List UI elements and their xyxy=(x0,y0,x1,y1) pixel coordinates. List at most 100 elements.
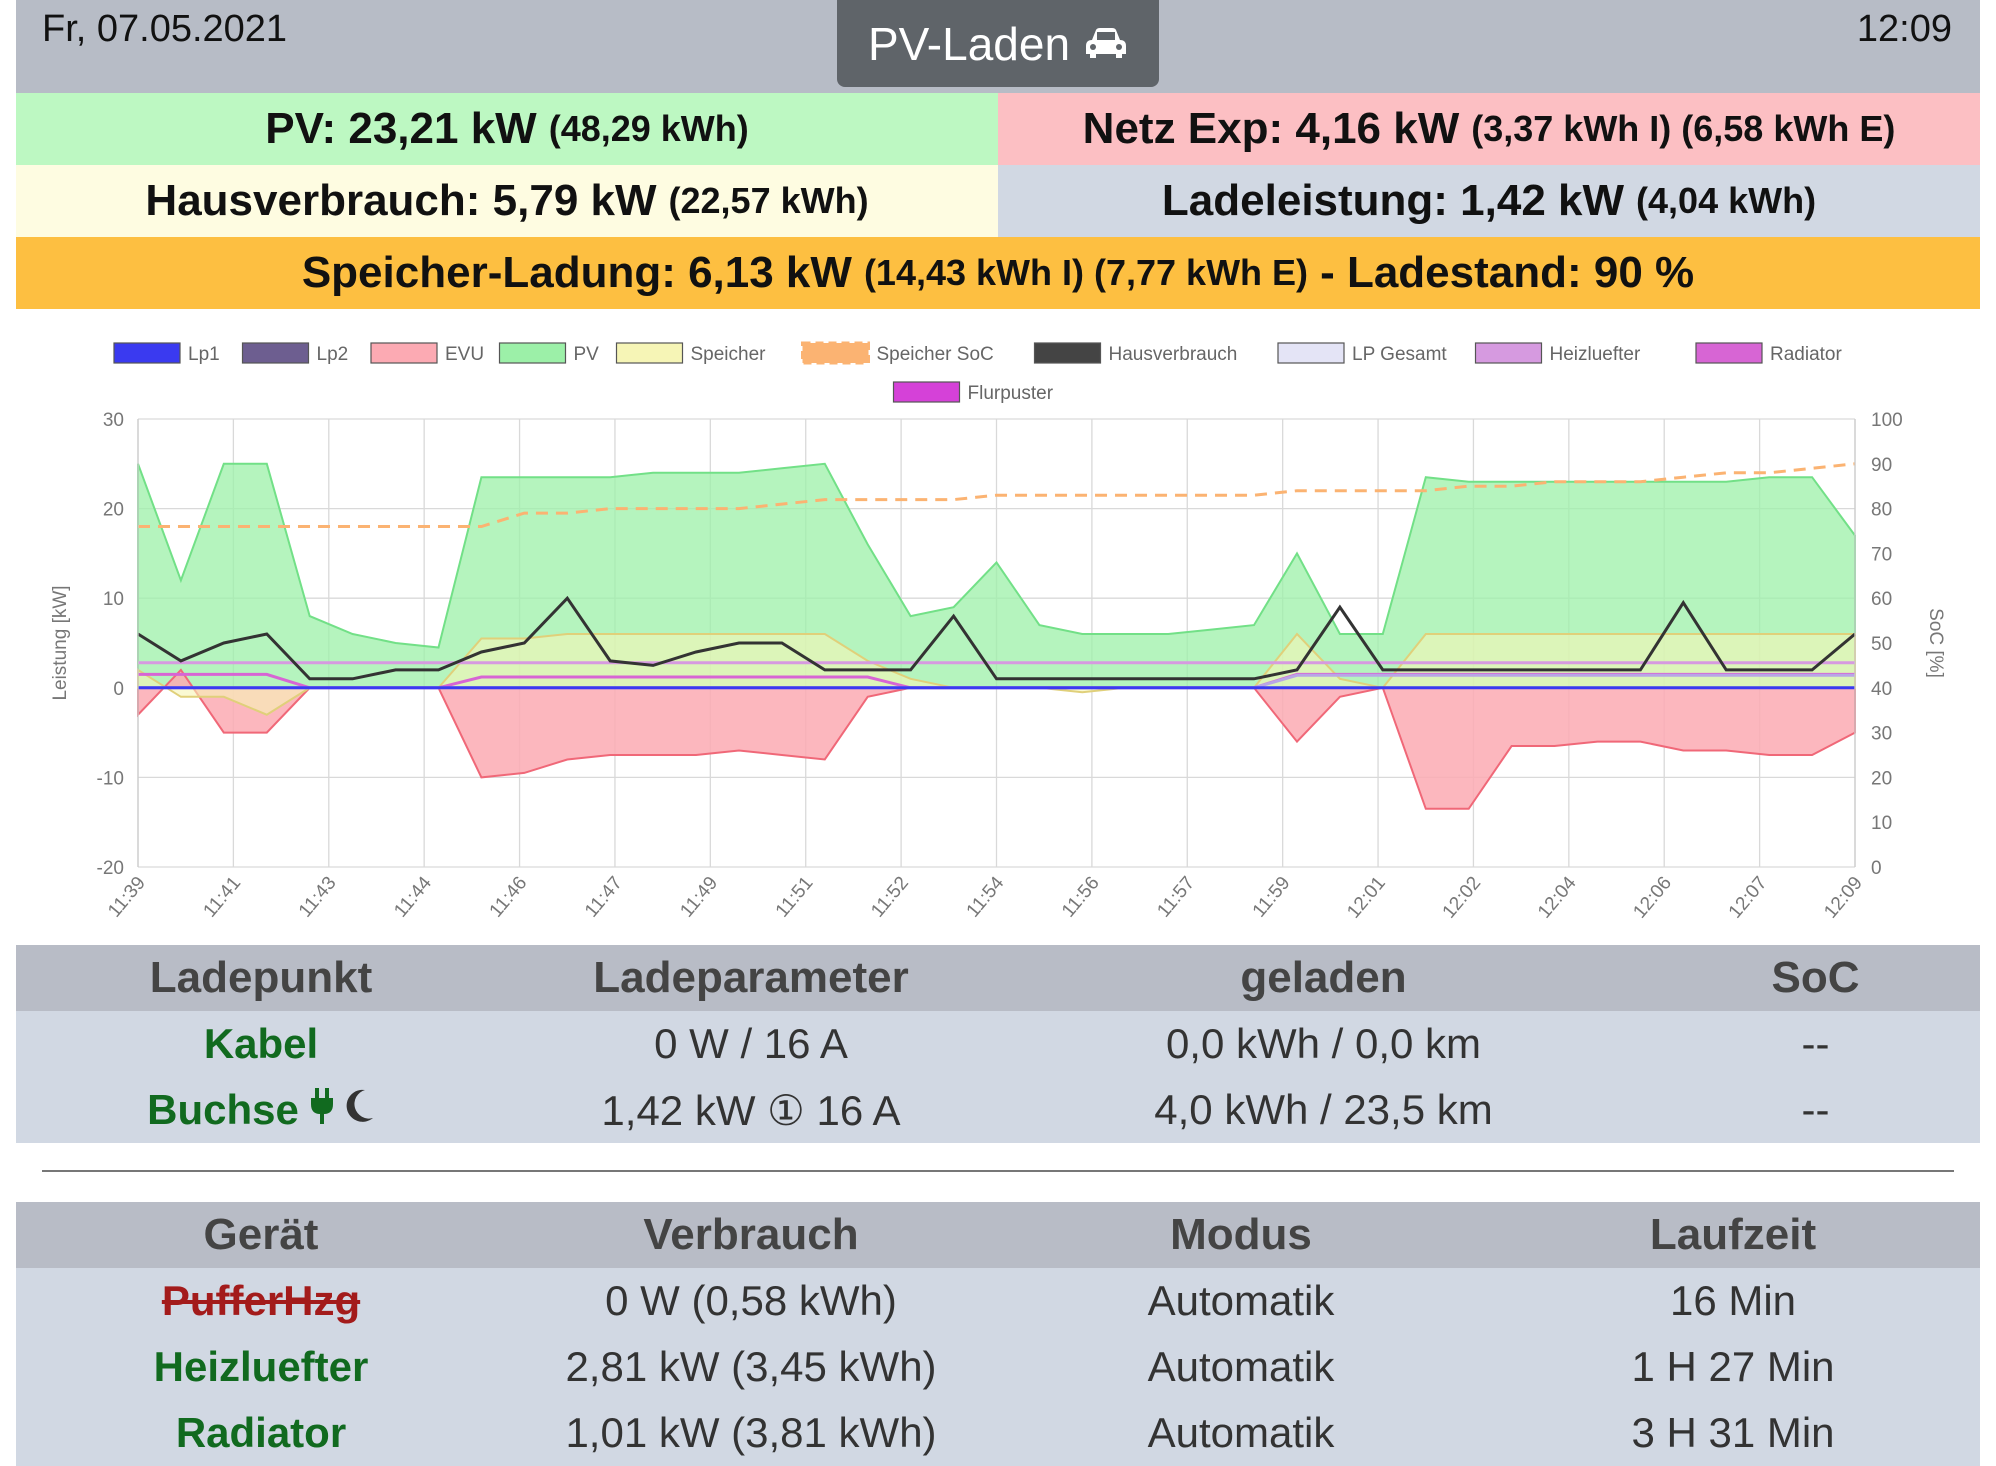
col-header-geraet: Gerät xyxy=(203,1210,319,1259)
charge-param: 0 W / 16 A xyxy=(654,1020,848,1067)
y2-tick-label: 10 xyxy=(1871,813,1892,834)
y-axis-title: Leistung [kW] xyxy=(50,585,71,700)
legend-label: Speicher SoC xyxy=(877,344,994,365)
pv-summary-tile: PV: 23,21 kW (48,29 kWh) xyxy=(16,93,998,165)
charge-param: 1,42 kW ① 16 A xyxy=(601,1086,901,1134)
x-tick-label: 12:07 xyxy=(1725,873,1772,923)
charge-mode-label: PV-Laden xyxy=(867,17,1071,70)
y-tick-label: 30 xyxy=(103,410,124,431)
device-mode[interactable]: Automatik xyxy=(1147,1343,1335,1390)
legend-swatch xyxy=(892,381,961,403)
legend-label: Lp1 xyxy=(188,344,220,365)
table-row[interactable]: Buchse 1,42 kW ① 16 A 4,0 kWh / 23,5 km … xyxy=(16,1077,1980,1143)
y-tick-label: -20 xyxy=(97,858,124,879)
battery-soc: - Ladestand: 90 % xyxy=(1320,248,1695,297)
device-runtime: 3 H 31 Min xyxy=(1631,1409,1835,1456)
device-mode[interactable]: Automatik xyxy=(1147,1409,1335,1456)
x-tick-label: 11:46 xyxy=(486,873,532,922)
charge-point-table-header: Ladepunkt Ladeparameter geladen SoC xyxy=(16,945,1980,1011)
time-display: 12:09 xyxy=(1856,8,1952,50)
y2-tick-label: 30 xyxy=(1871,724,1892,745)
legend-label: Hausverbrauch xyxy=(1109,344,1238,365)
y2-tick-label: 0 xyxy=(1871,858,1882,879)
table-row[interactable]: PufferHzg 0 W (0,58 kWh) Automatik 16 Mi… xyxy=(16,1268,1980,1334)
legend-swatch xyxy=(498,342,567,364)
devices-table: Gerät Verbrauch Modus Laufzeit PufferHzg… xyxy=(16,1202,1980,1466)
x-tick-label: 11:41 xyxy=(199,873,245,922)
x-tick-label: 11:47 xyxy=(581,873,627,922)
grid-summary-tile: Netz Exp: 4,16 kW (3,37 kWh I) (6,58 kWh… xyxy=(998,93,1980,165)
legend-swatch xyxy=(801,341,870,365)
legend-swatch xyxy=(1474,342,1543,364)
table-row[interactable]: Kabel 0 W / 16 A 0,0 kWh / 0,0 km -- xyxy=(16,1011,1980,1077)
legend-swatch xyxy=(1033,342,1102,364)
y2-tick-label: 60 xyxy=(1871,589,1892,610)
device-runtime: 1 H 27 Min xyxy=(1631,1343,1835,1390)
power-chart[interactable]: Lp1 Lp2 EVU PV Speicher Speicher SoC Hausverbr… xyxy=(0,330,1996,930)
x-tick-label: 11:43 xyxy=(295,873,341,922)
y2-tick-label: 70 xyxy=(1871,544,1892,565)
device-mode[interactable]: Automatik xyxy=(1147,1277,1335,1324)
date-display: Fr, 07.05.2021 xyxy=(42,8,288,50)
col-header-modus: Modus xyxy=(1170,1210,1312,1259)
y-tick-label: 20 xyxy=(103,500,124,521)
legend-label: Speicher xyxy=(691,344,767,365)
pv-area xyxy=(137,462,1856,689)
device-name[interactable]: Radiator xyxy=(175,1409,347,1456)
battery-power: Speicher-Ladung: 6,13 kW xyxy=(301,248,852,297)
col-header-verbrauch: Verbrauch xyxy=(643,1210,859,1259)
x-tick-label: 11:49 xyxy=(676,873,722,922)
status-header: Fr, 07.05.2021 PV-Laden 12:09 xyxy=(16,0,1980,93)
x-tick-label: 11:51 xyxy=(772,873,818,922)
speicher-soc-line xyxy=(138,462,1856,528)
legend-swatch xyxy=(241,342,310,364)
device-consumption: 2,81 kW (3,45 kWh) xyxy=(565,1343,937,1390)
x-tick-label: 12:01 xyxy=(1343,873,1390,923)
x-tick-label: 11:57 xyxy=(1153,873,1199,922)
house-consumption-tile: Hausverbrauch: 5,79 kW (22,57 kWh) xyxy=(16,165,998,237)
y2-tick-label: 80 xyxy=(1871,500,1892,521)
charged-amount: 4,0 kWh / 23,5 km xyxy=(1154,1086,1493,1133)
x-tick-label: 11:44 xyxy=(390,872,436,921)
table-row[interactable]: Heizluefter 2,81 kW (3,45 kWh) Automatik… xyxy=(16,1334,1980,1400)
device-runtime: 16 Min xyxy=(1669,1277,1797,1324)
x-tick-label: 11:59 xyxy=(1249,873,1295,922)
battery-energy: (14,43 kWh I) (7,77 kWh E) xyxy=(863,252,1309,293)
charging-power-tile: Ladeleistung: 1,42 kW (4,04 kWh) xyxy=(998,165,1980,237)
charging-energy: (4,04 kWh) xyxy=(1636,180,1817,221)
legend-label: Radiator xyxy=(1770,344,1842,365)
y2-tick-label: 40 xyxy=(1871,679,1892,700)
legend-label: LP Gesamt xyxy=(1352,344,1447,365)
x-tick-label: 12:06 xyxy=(1629,873,1676,923)
col-header-ladepunkt: Ladepunkt xyxy=(149,953,373,1002)
device-consumption: 1,01 kW (3,81 kWh) xyxy=(565,1409,937,1456)
charge-point-table: Ladepunkt Ladeparameter geladen SoC Kabe… xyxy=(16,945,1980,1143)
col-header-ladeparameter: Ladeparameter xyxy=(593,953,909,1002)
charge-point-name[interactable]: Buchse xyxy=(147,1086,299,1133)
moon-icon xyxy=(343,1086,375,1134)
soc-value: -- xyxy=(1801,1020,1830,1067)
charge-mode-button[interactable]: PV-Laden xyxy=(837,0,1159,87)
pv-power: PV: 23,21 kW xyxy=(265,104,537,153)
device-name[interactable]: PufferHzg xyxy=(161,1277,361,1324)
device-name[interactable]: Heizluefter xyxy=(153,1343,369,1390)
legend-label: Lp2 xyxy=(317,344,349,365)
y2-tick-label: 100 xyxy=(1871,410,1903,431)
grid-energy: (3,37 kWh I) (6,58 kWh E) xyxy=(1471,108,1896,149)
y2-axis-title: SoC [%] xyxy=(1925,608,1946,678)
table-row[interactable]: Radiator 1,01 kW (3,81 kWh) Automatik 3 … xyxy=(16,1400,1980,1466)
legend-label: Flurpuster xyxy=(968,383,1054,404)
y-tick-label: 10 xyxy=(103,589,124,610)
pv-energy: (48,29 kWh) xyxy=(548,108,749,149)
plug-icon xyxy=(309,1086,335,1134)
legend-label: EVU xyxy=(445,344,484,365)
device-consumption: 0 W (0,58 kWh) xyxy=(605,1277,897,1324)
soc-value: -- xyxy=(1801,1086,1830,1133)
legend-label: Heizluefter xyxy=(1550,344,1641,365)
charging-power: Ladeleistung: 1,42 kW xyxy=(1161,176,1625,225)
col-header-laufzeit: Laufzeit xyxy=(1649,1210,1817,1259)
legend-swatch xyxy=(1695,342,1763,364)
y-tick-label: 0 xyxy=(113,679,124,700)
charge-point-name[interactable]: Kabel xyxy=(203,1020,319,1067)
x-tick-label: 12:09 xyxy=(1820,873,1867,923)
